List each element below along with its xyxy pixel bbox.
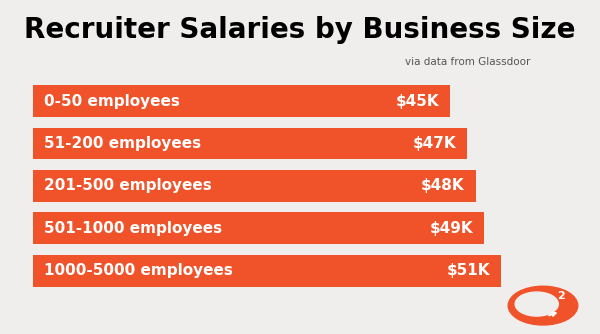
FancyBboxPatch shape [33,170,476,202]
Text: 0-50 employees: 0-50 employees [44,94,179,109]
FancyBboxPatch shape [33,85,450,117]
Text: Recruiter Salaries by Business Size: Recruiter Salaries by Business Size [24,16,576,44]
Text: 1000-5000 employees: 1000-5000 employees [44,263,233,278]
FancyArrowPatch shape [549,313,556,316]
Circle shape [508,286,578,325]
Text: 501-1000 employees: 501-1000 employees [44,221,222,236]
Text: $51K: $51K [446,263,490,278]
FancyBboxPatch shape [33,255,501,287]
Text: $49K: $49K [430,221,473,236]
FancyBboxPatch shape [541,304,557,307]
Text: $45K: $45K [395,94,439,109]
Text: $48K: $48K [421,178,465,193]
Text: $47K: $47K [413,136,456,151]
Text: via data from Glassdoor: via data from Glassdoor [406,57,530,67]
Text: 201-500 employees: 201-500 employees [44,178,212,193]
Text: 2: 2 [557,291,565,301]
FancyBboxPatch shape [33,128,467,159]
Text: 51-200 employees: 51-200 employees [44,136,201,151]
FancyBboxPatch shape [33,212,484,244]
Circle shape [515,292,559,316]
